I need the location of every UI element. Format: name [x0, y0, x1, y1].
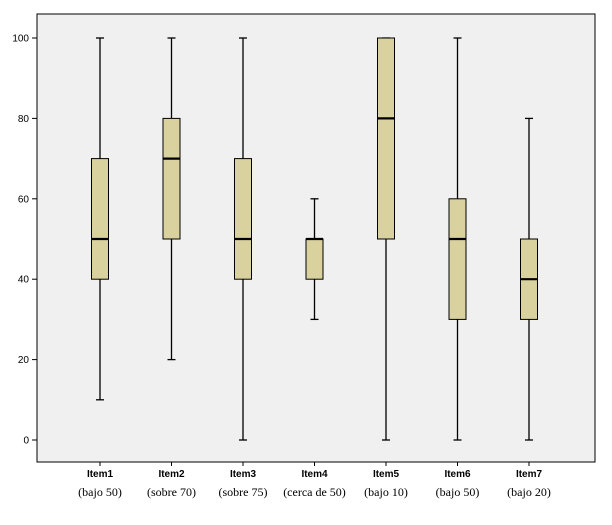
box-item4 — [305, 198, 324, 321]
x-axis-labels: Item1 (bajo 50) Item2 (sobre 70) Item3 (sobre… — [78, 462, 551, 499]
y-tick-label: 20 — [18, 355, 30, 366]
y-tick-label: 80 — [18, 114, 30, 125]
y-tick-label: 40 — [18, 275, 30, 286]
category-sublabel: (bajo 20) — [507, 485, 551, 499]
y-axis: 0 20 40 60 80 100 — [12, 34, 37, 447]
box-item7 — [520, 117, 538, 441]
y-tick-label: 60 — [18, 194, 30, 205]
box-item5 — [377, 37, 395, 441]
category-sublabel: (bajo 10) — [364, 485, 408, 499]
box-item1 — [91, 37, 109, 401]
iqr-box — [234, 158, 252, 280]
category-label: Item5 — [373, 469, 400, 480]
category-label: Item3 — [230, 469, 257, 480]
category-sublabel: (bajo 50) — [78, 485, 122, 499]
category-sublabel: (sobre 70) — [147, 485, 196, 499]
category-label: Item2 — [158, 469, 185, 480]
iqr-box — [377, 37, 395, 240]
category-label: Item6 — [444, 469, 471, 480]
iqr-box — [305, 238, 324, 280]
category-label: Item7 — [516, 469, 543, 480]
iqr-box — [448, 198, 467, 320]
y-tick-label: 100 — [12, 34, 29, 45]
y-tick-label: 0 — [23, 436, 29, 447]
category-sublabel: (sobre 75) — [219, 485, 268, 499]
category-label: Item4 — [301, 469, 328, 480]
iqr-box — [91, 158, 109, 280]
box-item2 — [162, 37, 181, 361]
box-item3 — [234, 37, 252, 441]
category-sublabel: (cerca de 50) — [283, 485, 346, 499]
category-label: Item1 — [87, 469, 114, 480]
category-sublabel: (bajo 50) — [436, 485, 480, 499]
boxes-group — [91, 37, 538, 441]
iqr-box — [162, 117, 181, 240]
box-item6 — [448, 37, 467, 441]
